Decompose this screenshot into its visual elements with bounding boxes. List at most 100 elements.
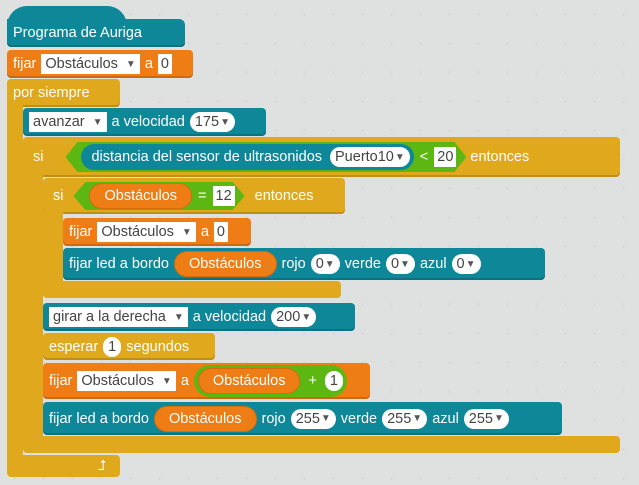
green-input[interactable]: 0 ▼ xyxy=(385,254,415,274)
triangle-down-icon: ▼ xyxy=(412,413,423,424)
variable-dropdown[interactable]: Obstáculos ▼ xyxy=(77,371,176,391)
red-input[interactable]: 0 ▼ xyxy=(310,254,340,274)
green-label: verde xyxy=(340,410,378,427)
wait-block[interactable]: esperar 1 segundos xyxy=(43,333,215,360)
set-led-block[interactable]: fijar led a bordo Obstáculos rojo 0 ▼ ver… xyxy=(63,248,545,280)
triangle-down-icon: ▼ xyxy=(92,116,103,128)
triangle-down-icon: ▼ xyxy=(181,226,192,238)
red-input[interactable]: 255 ▼ xyxy=(290,408,336,429)
set-label: fijar xyxy=(69,224,93,240)
operator-label: < xyxy=(419,149,429,165)
loop-arrow-icon: ⮥ xyxy=(98,457,107,473)
green-value: 255 xyxy=(387,410,412,427)
blue-label: azul xyxy=(432,410,459,427)
compare-value-input[interactable]: 20 xyxy=(434,147,456,167)
triangle-down-icon: ▼ xyxy=(394,151,405,163)
wait-label: esperar xyxy=(49,338,99,355)
red-label: rojo xyxy=(261,410,286,427)
set-label: fijar xyxy=(13,56,37,72)
direction-value: avanzar xyxy=(33,114,85,130)
value-input[interactable]: 0 xyxy=(157,54,172,74)
triangle-down-icon: ▼ xyxy=(494,413,504,424)
to-label: a xyxy=(200,224,209,240)
forever-label: por siempre xyxy=(13,85,90,101)
move-forward-block[interactable]: avanzar ▼ a velocidad 175 ▼ xyxy=(23,108,266,136)
port-value: Puerto10 xyxy=(335,149,394,165)
variable-name: Obstáculos xyxy=(45,56,118,72)
led-label: fijar led a bordo xyxy=(49,410,149,427)
blue-value: 0 xyxy=(456,256,465,272)
speed-input[interactable]: 200 ▼ xyxy=(271,307,317,327)
port-dropdown[interactable]: Puerto10 ▼ xyxy=(330,147,410,167)
value-input[interactable]: 0 xyxy=(213,222,228,242)
variable-reporter[interactable]: Obstáculos xyxy=(197,368,301,394)
forever-arm xyxy=(7,100,23,470)
direction-dropdown[interactable]: girar a la derecha ▼ xyxy=(49,307,188,327)
unit-label: segundos xyxy=(126,338,190,355)
variable-reporter[interactable]: Obstáculos xyxy=(153,405,257,432)
speed-value: 200 xyxy=(276,309,301,325)
triangle-down-icon: ▼ xyxy=(465,258,476,270)
operator-label: = xyxy=(198,188,207,204)
speed-label: a velocidad xyxy=(111,114,185,130)
triangle-down-icon: ▼ xyxy=(301,311,312,323)
green-value: 0 xyxy=(390,256,400,272)
forever-footer xyxy=(7,455,120,477)
to-label: a xyxy=(180,373,189,389)
compare-value-input[interactable]: 12 xyxy=(213,186,235,206)
triangle-down-icon: ▼ xyxy=(400,258,410,270)
if-inner-footer xyxy=(43,281,341,298)
addend-input[interactable]: 1 xyxy=(324,371,343,391)
if-block-outer[interactable]: si distancia del sensor de ultrasonidos … xyxy=(23,137,620,177)
green-label: verde xyxy=(344,256,381,272)
set-variable-block[interactable]: fijar Obstáculos ▼ a Obstáculos + 1 xyxy=(43,363,370,399)
blue-input[interactable]: 0 ▼ xyxy=(451,254,481,274)
set-label: fijar xyxy=(49,373,73,389)
triangle-down-icon: ▼ xyxy=(161,375,172,387)
direction-dropdown[interactable]: avanzar ▼ xyxy=(29,112,107,132)
if-block-inner[interactable]: si Obstáculos = 12 entonces xyxy=(43,178,345,214)
triangle-down-icon: ▼ xyxy=(125,58,136,70)
red-value: 0 xyxy=(315,256,324,272)
blue-value: 255 xyxy=(468,410,493,427)
then-label: entonces xyxy=(470,149,530,165)
sensor-label: distancia del sensor de ultrasonidos xyxy=(91,149,323,165)
less-than-condition[interactable]: distancia del sensor de ultrasonidos Pue… xyxy=(65,142,466,172)
triangle-down-icon: ▼ xyxy=(324,258,335,270)
if-label: si xyxy=(53,188,64,204)
blue-input[interactable]: 255 ▼ xyxy=(463,408,509,429)
if-outer-arm xyxy=(23,170,43,445)
green-input[interactable]: 255 ▼ xyxy=(382,408,428,429)
if-label: si xyxy=(33,149,44,165)
blue-label: azul xyxy=(419,256,447,272)
variable-dropdown[interactable]: Obstáculos ▼ xyxy=(97,222,196,242)
to-label: a xyxy=(144,56,153,72)
triangle-down-icon: ▼ xyxy=(173,311,184,323)
set-led-block[interactable]: fijar led a bordo Obstáculos rojo 255 ▼ v… xyxy=(43,402,562,435)
seconds-input[interactable]: 1 xyxy=(103,336,122,357)
led-label: fijar led a bordo xyxy=(69,256,169,272)
hat-label: Programa de Auriga xyxy=(13,25,142,41)
red-value: 255 xyxy=(295,410,320,427)
operator-label: + xyxy=(308,373,317,389)
variable-reporter[interactable]: Obstáculos xyxy=(89,183,192,209)
variable-reporter[interactable]: Obstáculos xyxy=(173,251,277,277)
equals-condition[interactable]: Obstáculos = 12 xyxy=(73,182,244,210)
speed-value: 175 xyxy=(194,114,220,130)
forever-block[interactable]: por siempre xyxy=(7,79,120,107)
speed-label: a velocidad xyxy=(192,309,267,325)
triangle-down-icon: ▼ xyxy=(220,116,230,128)
ultrasonic-distance-reporter[interactable]: distancia del sensor de ultrasonidos Pue… xyxy=(81,144,413,170)
direction-value: girar a la derecha xyxy=(53,309,166,325)
if-inner-arm xyxy=(43,210,63,290)
variable-name: Obstáculos xyxy=(81,373,154,389)
program-hat-block[interactable]: Programa de Auriga xyxy=(7,19,185,47)
addition-reporter[interactable]: Obstáculos + 1 xyxy=(193,365,347,397)
set-variable-block[interactable]: fijar Obstáculos ▼ a 0 xyxy=(7,50,193,78)
if-outer-footer xyxy=(23,436,620,453)
variable-dropdown[interactable]: Obstáculos ▼ xyxy=(41,54,140,74)
set-variable-block[interactable]: fijar Obstáculos ▼ a 0 xyxy=(63,218,251,246)
then-label: entonces xyxy=(254,188,314,204)
speed-input[interactable]: 175 ▼ xyxy=(189,112,235,132)
turn-block[interactable]: girar a la derecha ▼ a velocidad 200 ▼ xyxy=(43,303,355,331)
